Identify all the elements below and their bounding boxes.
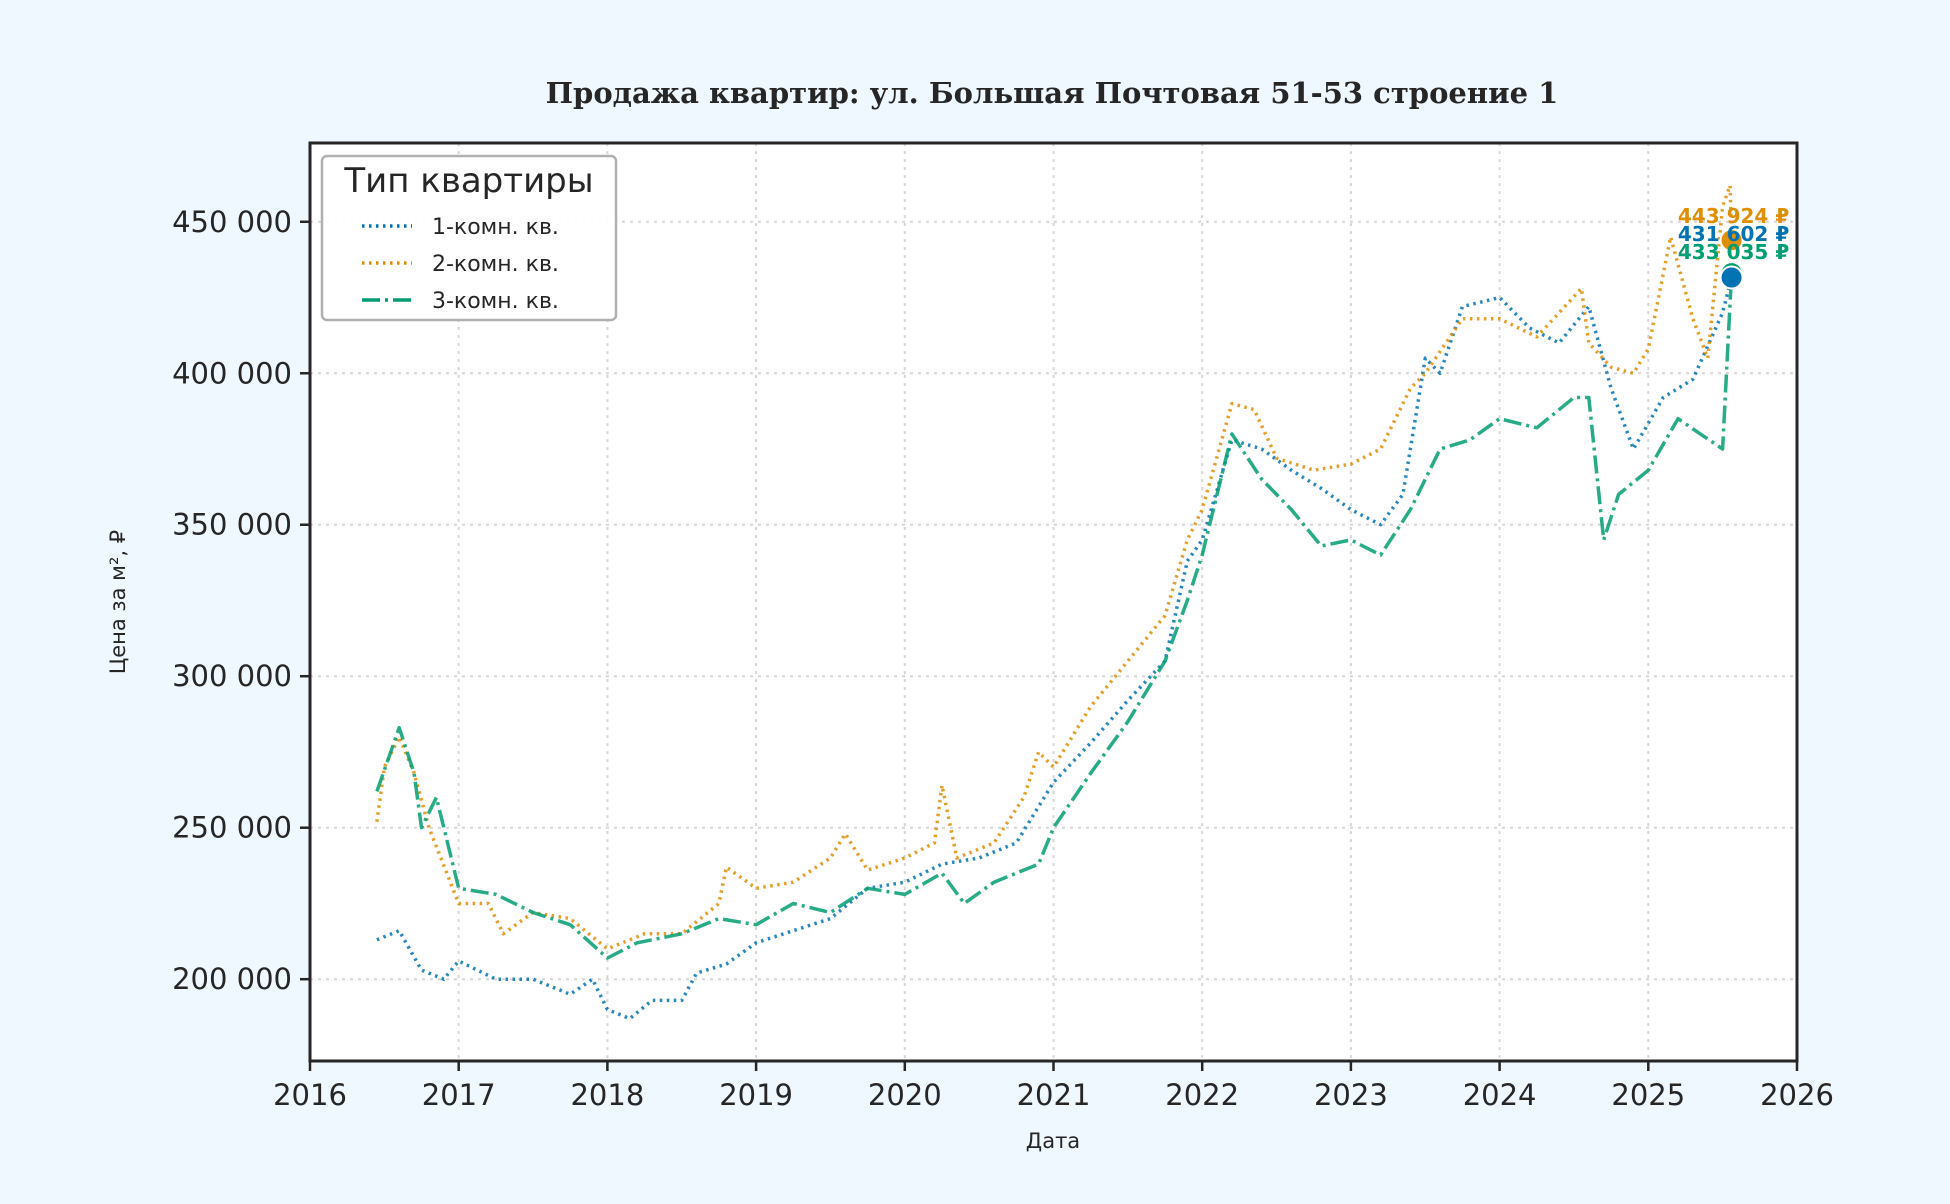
legend-label: 2-комн. кв. [432, 252, 559, 277]
y-axis-label: Цена за м², ₽ [106, 530, 130, 674]
legend: Тип квартиры 1-комн. кв. 2-комн. кв. 3-ком… [320, 154, 618, 322]
x-tick-label: 2026 [1760, 1078, 1834, 1112]
x-axis-label: Дата [1026, 1129, 1080, 1153]
annotations: 443 924 ₽431 602 ₽433 035 ₽ [1678, 204, 1789, 264]
series-lines [375, 183, 1734, 1021]
y-tick-label: 400 000 [172, 356, 292, 390]
value-annotation: 431 602 ₽ [1678, 222, 1789, 246]
x-tick-label: 2020 [868, 1078, 942, 1112]
value-annotation: 433 035 ₽ [1678, 240, 1789, 264]
x-tick-label: 2023 [1314, 1078, 1388, 1112]
x-tick-label: 2018 [570, 1078, 644, 1112]
legend-title: Тип квартиры [343, 161, 593, 201]
y-axis: 200 000 250 000 300 000 350 000 400 000 450 0… [172, 205, 310, 996]
end-marker [1719, 228, 1744, 253]
legend-box [320, 154, 618, 322]
x-tick-label: 2016 [273, 1078, 347, 1112]
x-tick-label: 2024 [1463, 1078, 1537, 1112]
value-annotation: 443 924 ₽ [1678, 204, 1789, 228]
legend-label: 1-комн. кв. [432, 215, 559, 240]
x-tick-label: 2025 [1611, 1078, 1685, 1112]
chart-title: Продажа квартир: ул. Большая Почтовая 51… [546, 76, 1559, 110]
x-tick-label: 2022 [1165, 1078, 1239, 1112]
x-tick-label: 2021 [1017, 1078, 1091, 1112]
y-tick-label: 300 000 [172, 659, 292, 693]
x-tick-label: 2019 [719, 1078, 793, 1112]
y-tick-label: 250 000 [172, 811, 292, 845]
y-tick-label: 450 000 [172, 205, 292, 239]
y-tick-label: 350 000 [172, 508, 292, 542]
end-markers [1719, 228, 1744, 290]
end-marker [1719, 265, 1744, 290]
x-axis: 2016 2017 2018 2019 2020 2021 2022 2023 2024 2025… [273, 1061, 1834, 1112]
series-line-3 [375, 273, 1734, 960]
y-tick-label: 200 000 [172, 962, 292, 996]
x-tick-label: 2017 [422, 1078, 496, 1112]
legend-label: 3-комн. кв. [432, 289, 559, 314]
